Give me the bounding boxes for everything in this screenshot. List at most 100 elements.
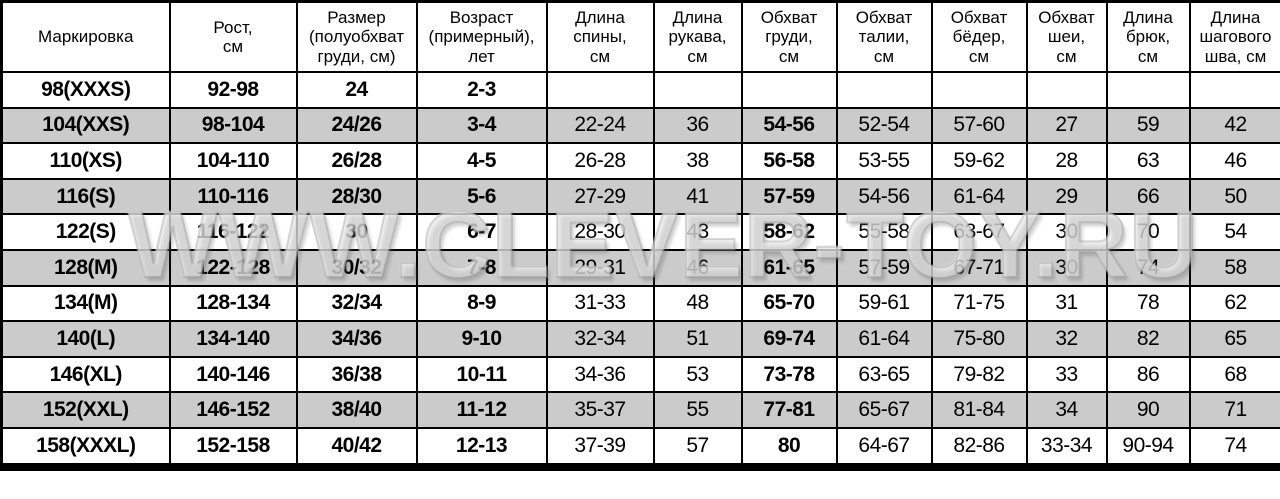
header-height: Рост, см — [168, 0, 298, 73]
header-trouser-length: Длина брюк, см — [1105, 0, 1191, 73]
table-row: 116(S) 110-116 28/30 5-6 27-29 41 57-59 54-56 61… — [0, 177, 1280, 216]
table-cell: 59-61 — [835, 284, 933, 323]
table-cell: 81-84 — [930, 391, 1028, 429]
table-cell: 3-4 — [415, 106, 548, 145]
table-cell: 74 — [1105, 248, 1191, 287]
table-cell: 71-75 — [930, 284, 1028, 323]
table-cell: 73-78 — [740, 355, 838, 394]
table-cell: 26/28 — [295, 142, 418, 180]
table-cell: 61-64 — [835, 320, 933, 358]
table-cell: 2-3 — [415, 71, 548, 109]
table-cell: 51 — [652, 320, 743, 358]
table-cell: 98(XXXS) — [0, 71, 171, 109]
table-cell: 30 — [1025, 248, 1108, 287]
table-row: 128(M) 122-128 30/32 7-8 29-31 46 61-65 57-59 67… — [0, 248, 1280, 287]
table-cell: 78 — [1105, 284, 1191, 323]
table-cell: 30/32 — [295, 248, 418, 287]
table-cell — [652, 71, 743, 109]
table-cell: 28 — [1025, 142, 1108, 180]
table-cell: 33 — [1025, 355, 1108, 394]
table-cell — [835, 71, 933, 109]
table-cell: 152-158 — [168, 426, 298, 468]
table-cell — [545, 71, 655, 109]
table-cell: 116(S) — [0, 177, 171, 216]
table-cell: 24/26 — [295, 106, 418, 145]
table-cell: 56-58 — [740, 142, 838, 180]
table-cell: 134(M) — [0, 284, 171, 323]
table-cell: 29 — [1025, 177, 1108, 216]
table-cell: 27-29 — [545, 177, 655, 216]
table-cell: 59-62 — [930, 142, 1028, 180]
table-cell: 80 — [740, 426, 838, 468]
table-cell: 34/36 — [295, 320, 418, 358]
table-cell: 92-98 — [168, 71, 298, 109]
table-cell: 24 — [295, 71, 418, 109]
header-size: Размер (полуобхват груди, см) — [295, 0, 418, 73]
table-cell: 5-6 — [415, 177, 548, 216]
table-cell: 46 — [652, 248, 743, 287]
table-cell: 146(XL) — [0, 355, 171, 394]
header-row: Маркировка Рост, см Размер (полуобхват г… — [0, 0, 1280, 73]
table-cell: 28/30 — [295, 177, 418, 216]
table-cell: 9-10 — [415, 320, 548, 358]
table-cell: 38 — [652, 142, 743, 180]
table-cell: 63-65 — [835, 355, 933, 394]
table-cell: 65 — [1188, 320, 1280, 358]
table-cell: 33-34 — [1025, 426, 1108, 468]
size-table: Маркировка Рост, см Размер (полуобхват г… — [0, 0, 1280, 471]
table-row: 152(XXL) 146-152 38/40 11-12 35-37 55 77-81 65-… — [0, 391, 1280, 429]
table-cell: 46 — [1188, 142, 1280, 180]
table-cell: 43 — [652, 213, 743, 251]
table-cell: 122(S) — [0, 213, 171, 251]
table-cell: 74 — [1188, 426, 1280, 468]
table-cell: 11-12 — [415, 391, 548, 429]
table-cell: 110(XS) — [0, 142, 171, 180]
table-cell: 31 — [1025, 284, 1108, 323]
table-cell: 48 — [652, 284, 743, 323]
table-cell: 65-70 — [740, 284, 838, 323]
table-cell: 63-67 — [930, 213, 1028, 251]
table-cell: 32 — [1025, 320, 1108, 358]
table-cell — [1105, 71, 1191, 109]
table-cell: 26-28 — [545, 142, 655, 180]
table-cell: 53 — [652, 355, 743, 394]
table-cell — [1025, 71, 1108, 109]
table-cell: 34 — [1025, 391, 1108, 429]
table-cell: 10-11 — [415, 355, 548, 394]
table-cell: 104(XXS) — [0, 106, 171, 145]
table-cell — [740, 71, 838, 109]
table-cell: 27 — [1025, 106, 1108, 145]
table-cell: 36/38 — [295, 355, 418, 394]
table-cell: 57-60 — [930, 106, 1028, 145]
header-age: Возраст (примерный), лет — [415, 0, 548, 73]
table-cell: 54-56 — [835, 177, 933, 216]
table-cell: 6-7 — [415, 213, 548, 251]
table-cell: 32/34 — [295, 284, 418, 323]
header-marking: Маркировка — [0, 0, 171, 73]
table-cell: 54-56 — [740, 106, 838, 145]
table-cell: 61-64 — [930, 177, 1028, 216]
table-cell: 57-59 — [740, 177, 838, 216]
table-cell: 35-37 — [545, 391, 655, 429]
table-cell: 128-134 — [168, 284, 298, 323]
table-cell: 71 — [1188, 391, 1280, 429]
table-cell: 70 — [1105, 213, 1191, 251]
table-cell: 68 — [1188, 355, 1280, 394]
table-row: 110(XS) 104-110 26/28 4-5 26-28 38 56-58 53-55 5… — [0, 142, 1280, 180]
table-cell: 30 — [295, 213, 418, 251]
table-cell: 62 — [1188, 284, 1280, 323]
table-cell: 34-36 — [545, 355, 655, 394]
table-cell: 31-33 — [545, 284, 655, 323]
table-cell: 116-122 — [168, 213, 298, 251]
table-cell: 140(L) — [0, 320, 171, 358]
table-cell: 22-24 — [545, 106, 655, 145]
table-body: 98(XXXS) 92-98 24 2-3 104(XXS) 98-104 24/26 3-4… — [0, 71, 1280, 468]
table-row: 134(M) 128-134 32/34 8-9 31-33 48 65-70 59-61 71… — [0, 284, 1280, 323]
header-chest-girth: Обхват груди, см — [740, 0, 838, 73]
table-cell: 134-140 — [168, 320, 298, 358]
table-cell: 69-74 — [740, 320, 838, 358]
table-cell: 77-81 — [740, 391, 838, 429]
table-cell: 152(XXL) — [0, 391, 171, 429]
table-cell: 90 — [1105, 391, 1191, 429]
header-waist-girth: Обхват талии, см — [835, 0, 933, 73]
